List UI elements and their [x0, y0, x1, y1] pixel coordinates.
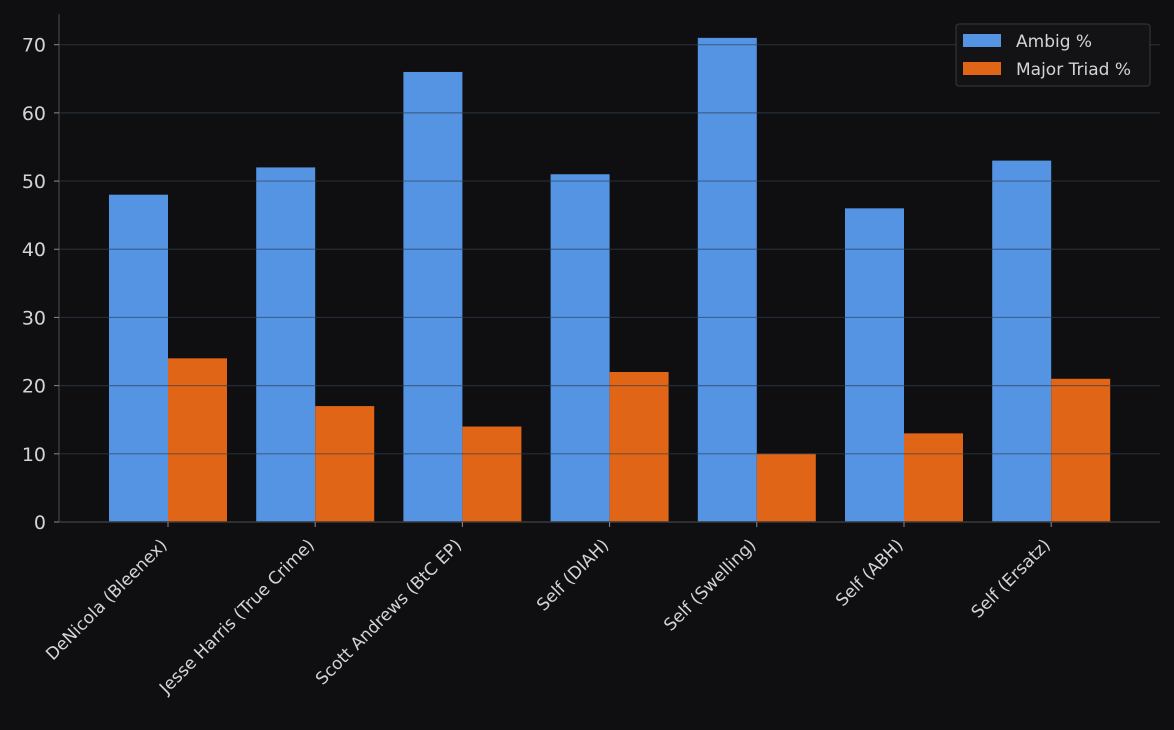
bar-ambig	[845, 208, 904, 522]
y-axis-ticks: 0 10 20 30 40 50 60 70	[22, 35, 59, 534]
bar-major-triad	[462, 426, 522, 522]
legend-label: Ambig %	[1016, 32, 1092, 52]
bar-ambig	[403, 71, 463, 523]
bar-ambig	[109, 194, 168, 522]
bar-major-triad	[609, 371, 669, 522]
legend-swatch	[963, 34, 1001, 47]
bar-ambig	[992, 160, 1052, 522]
legend-label: Major Triad %	[1016, 60, 1131, 80]
y-tick-label: 20	[22, 376, 46, 398]
bar-major-triad	[1051, 378, 1111, 522]
y-tick-label: 60	[22, 103, 46, 125]
y-tick-label: 50	[22, 171, 46, 193]
bar-ambig	[550, 174, 610, 522]
y-tick-label: 40	[22, 239, 46, 261]
bar-major-triad	[168, 358, 227, 522]
legend-swatch	[963, 62, 1001, 75]
bar-major-triad	[904, 433, 963, 522]
bar-major-triad	[756, 453, 816, 522]
y-tick-label: 0	[34, 512, 46, 534]
y-tick-label: 30	[22, 307, 46, 329]
bar-ambig	[256, 167, 316, 522]
legend: Ambig % Major Triad %	[955, 23, 1151, 87]
gridline-overlay	[59, 44, 1160, 455]
bar-ambig	[697, 37, 757, 522]
y-tick-label: 70	[22, 35, 46, 57]
legend-box	[955, 23, 1151, 87]
bar-major-triad	[315, 406, 375, 522]
y-tick-label: 10	[22, 444, 46, 466]
